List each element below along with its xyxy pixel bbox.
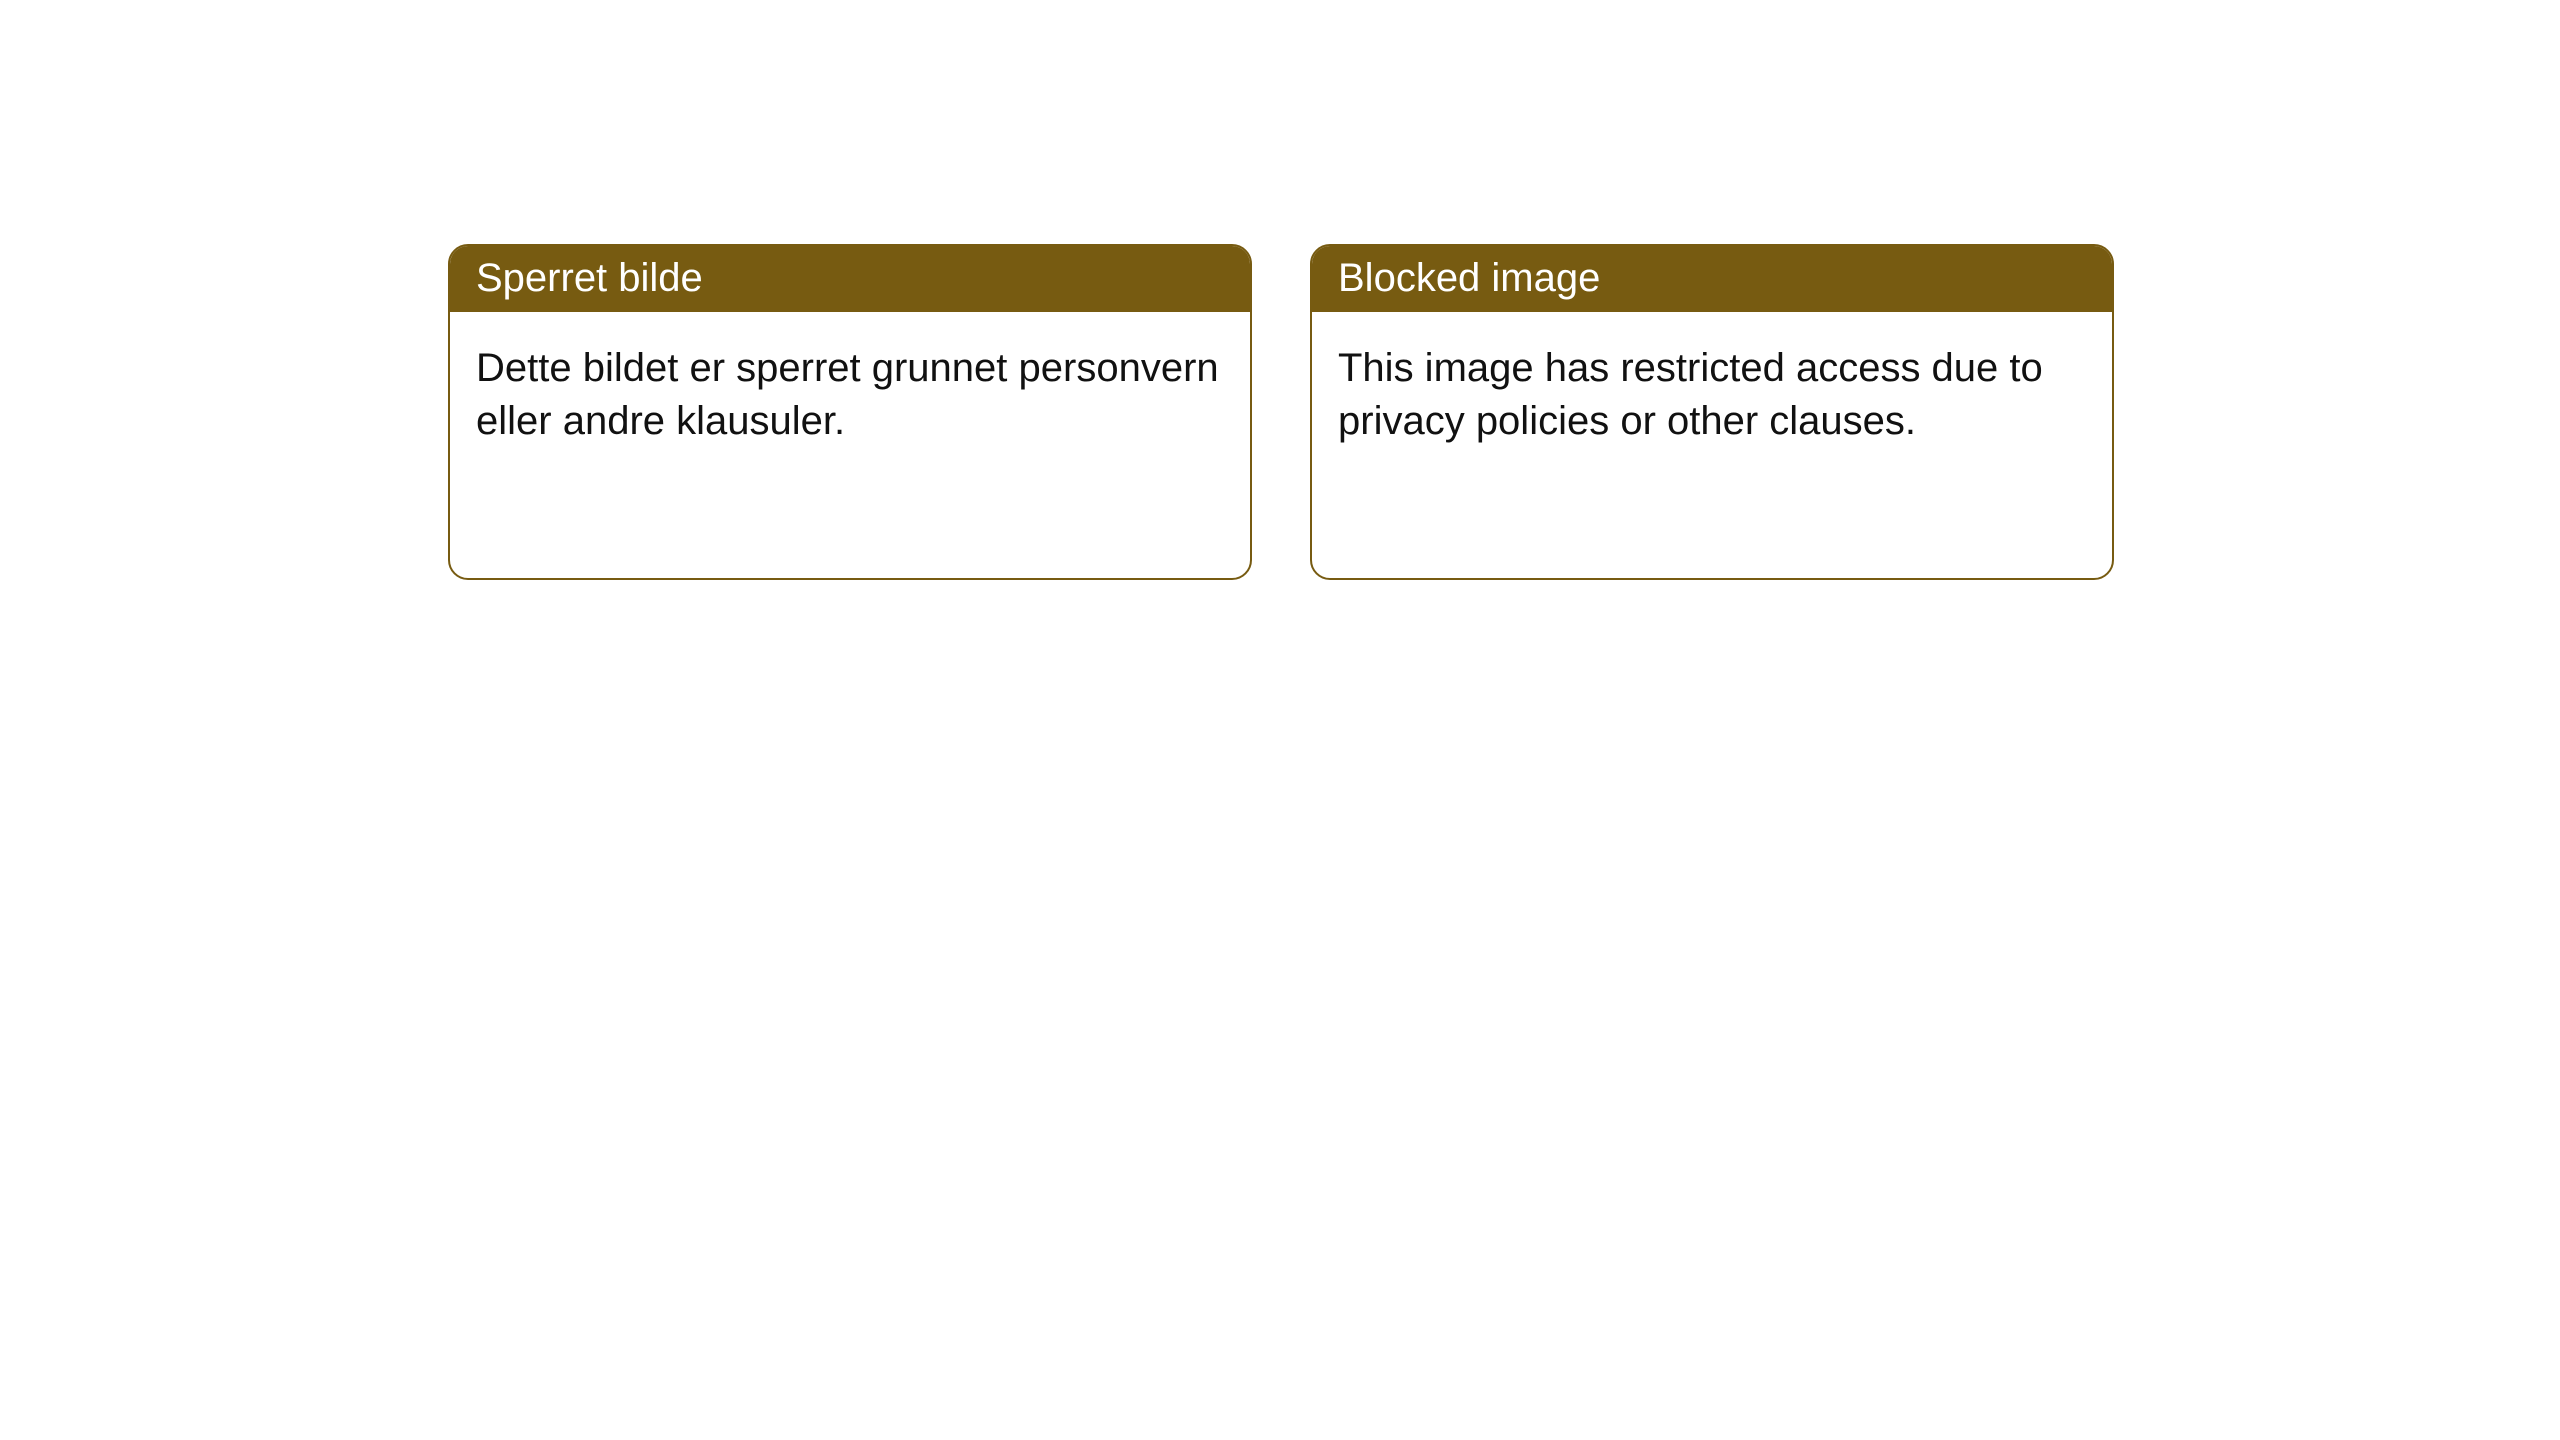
notice-card-title: Sperret bilde (450, 246, 1250, 312)
notice-card-en: Blocked image This image has restricted … (1310, 244, 2114, 580)
notice-card-no: Sperret bilde Dette bildet er sperret gr… (448, 244, 1252, 580)
notice-card-title: Blocked image (1312, 246, 2112, 312)
notice-card-body: This image has restricted access due to … (1312, 312, 2112, 448)
notice-card-body: Dette bildet er sperret grunnet personve… (450, 312, 1250, 448)
card-row: Sperret bilde Dette bildet er sperret gr… (0, 0, 2560, 580)
